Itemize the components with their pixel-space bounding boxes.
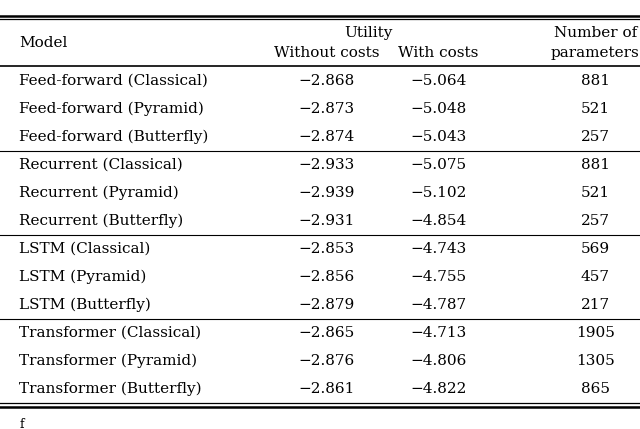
Text: −2.939: −2.939 — [298, 186, 355, 200]
Text: −2.879: −2.879 — [298, 298, 355, 312]
Text: 569: 569 — [580, 242, 610, 256]
Text: 881: 881 — [580, 158, 610, 172]
Text: 521: 521 — [580, 186, 610, 200]
Text: −4.854: −4.854 — [410, 214, 467, 228]
Text: LSTM (Butterfly): LSTM (Butterfly) — [19, 298, 151, 312]
Text: Recurrent (Pyramid): Recurrent (Pyramid) — [19, 186, 179, 200]
Text: −4.787: −4.787 — [410, 298, 467, 312]
Text: −4.755: −4.755 — [410, 270, 467, 284]
Text: Model: Model — [19, 36, 68, 50]
Text: Transformer (Pyramid): Transformer (Pyramid) — [19, 354, 197, 369]
Text: f: f — [19, 418, 24, 429]
Text: −5.043: −5.043 — [410, 130, 467, 144]
Text: Transformer (Classical): Transformer (Classical) — [19, 326, 202, 340]
Text: −2.933: −2.933 — [298, 158, 355, 172]
Text: −4.822: −4.822 — [410, 382, 467, 396]
Text: −5.064: −5.064 — [410, 73, 467, 88]
Text: −4.806: −4.806 — [410, 354, 467, 368]
Text: −4.713: −4.713 — [410, 326, 467, 340]
Text: 1305: 1305 — [576, 354, 614, 368]
Text: −4.743: −4.743 — [410, 242, 467, 256]
Text: −2.873: −2.873 — [298, 102, 355, 115]
Text: −5.102: −5.102 — [410, 186, 467, 200]
Text: 881: 881 — [580, 73, 610, 88]
Text: Without costs: Without costs — [274, 46, 379, 60]
Text: LSTM (Classical): LSTM (Classical) — [19, 242, 150, 256]
Text: Feed-forward (Butterfly): Feed-forward (Butterfly) — [19, 130, 209, 144]
Text: Number of: Number of — [554, 25, 637, 39]
Text: 521: 521 — [580, 102, 610, 115]
Text: parameters: parameters — [551, 46, 639, 60]
Text: −2.868: −2.868 — [298, 73, 355, 88]
Text: 217: 217 — [580, 298, 610, 312]
Text: −5.048: −5.048 — [410, 102, 467, 115]
Text: −2.856: −2.856 — [298, 270, 355, 284]
Text: −2.865: −2.865 — [298, 326, 355, 340]
Text: 257: 257 — [580, 130, 610, 144]
Text: −2.874: −2.874 — [298, 130, 355, 144]
Text: Recurrent (Classical): Recurrent (Classical) — [19, 158, 183, 172]
Text: −2.853: −2.853 — [298, 242, 355, 256]
Text: With costs: With costs — [398, 46, 479, 60]
Text: 457: 457 — [580, 270, 610, 284]
Text: 257: 257 — [580, 214, 610, 228]
Text: 865: 865 — [580, 382, 610, 396]
Text: Utility: Utility — [344, 25, 392, 39]
Text: 1905: 1905 — [576, 326, 614, 340]
Text: −2.931: −2.931 — [298, 214, 355, 228]
Text: Feed-forward (Classical): Feed-forward (Classical) — [19, 73, 208, 88]
Text: −2.861: −2.861 — [298, 382, 355, 396]
Text: Transformer (Butterfly): Transformer (Butterfly) — [19, 382, 202, 396]
Text: −2.876: −2.876 — [298, 354, 355, 368]
Text: −5.075: −5.075 — [410, 158, 467, 172]
Text: Recurrent (Butterfly): Recurrent (Butterfly) — [19, 214, 184, 228]
Text: LSTM (Pyramid): LSTM (Pyramid) — [19, 270, 147, 284]
Text: Feed-forward (Pyramid): Feed-forward (Pyramid) — [19, 101, 204, 116]
